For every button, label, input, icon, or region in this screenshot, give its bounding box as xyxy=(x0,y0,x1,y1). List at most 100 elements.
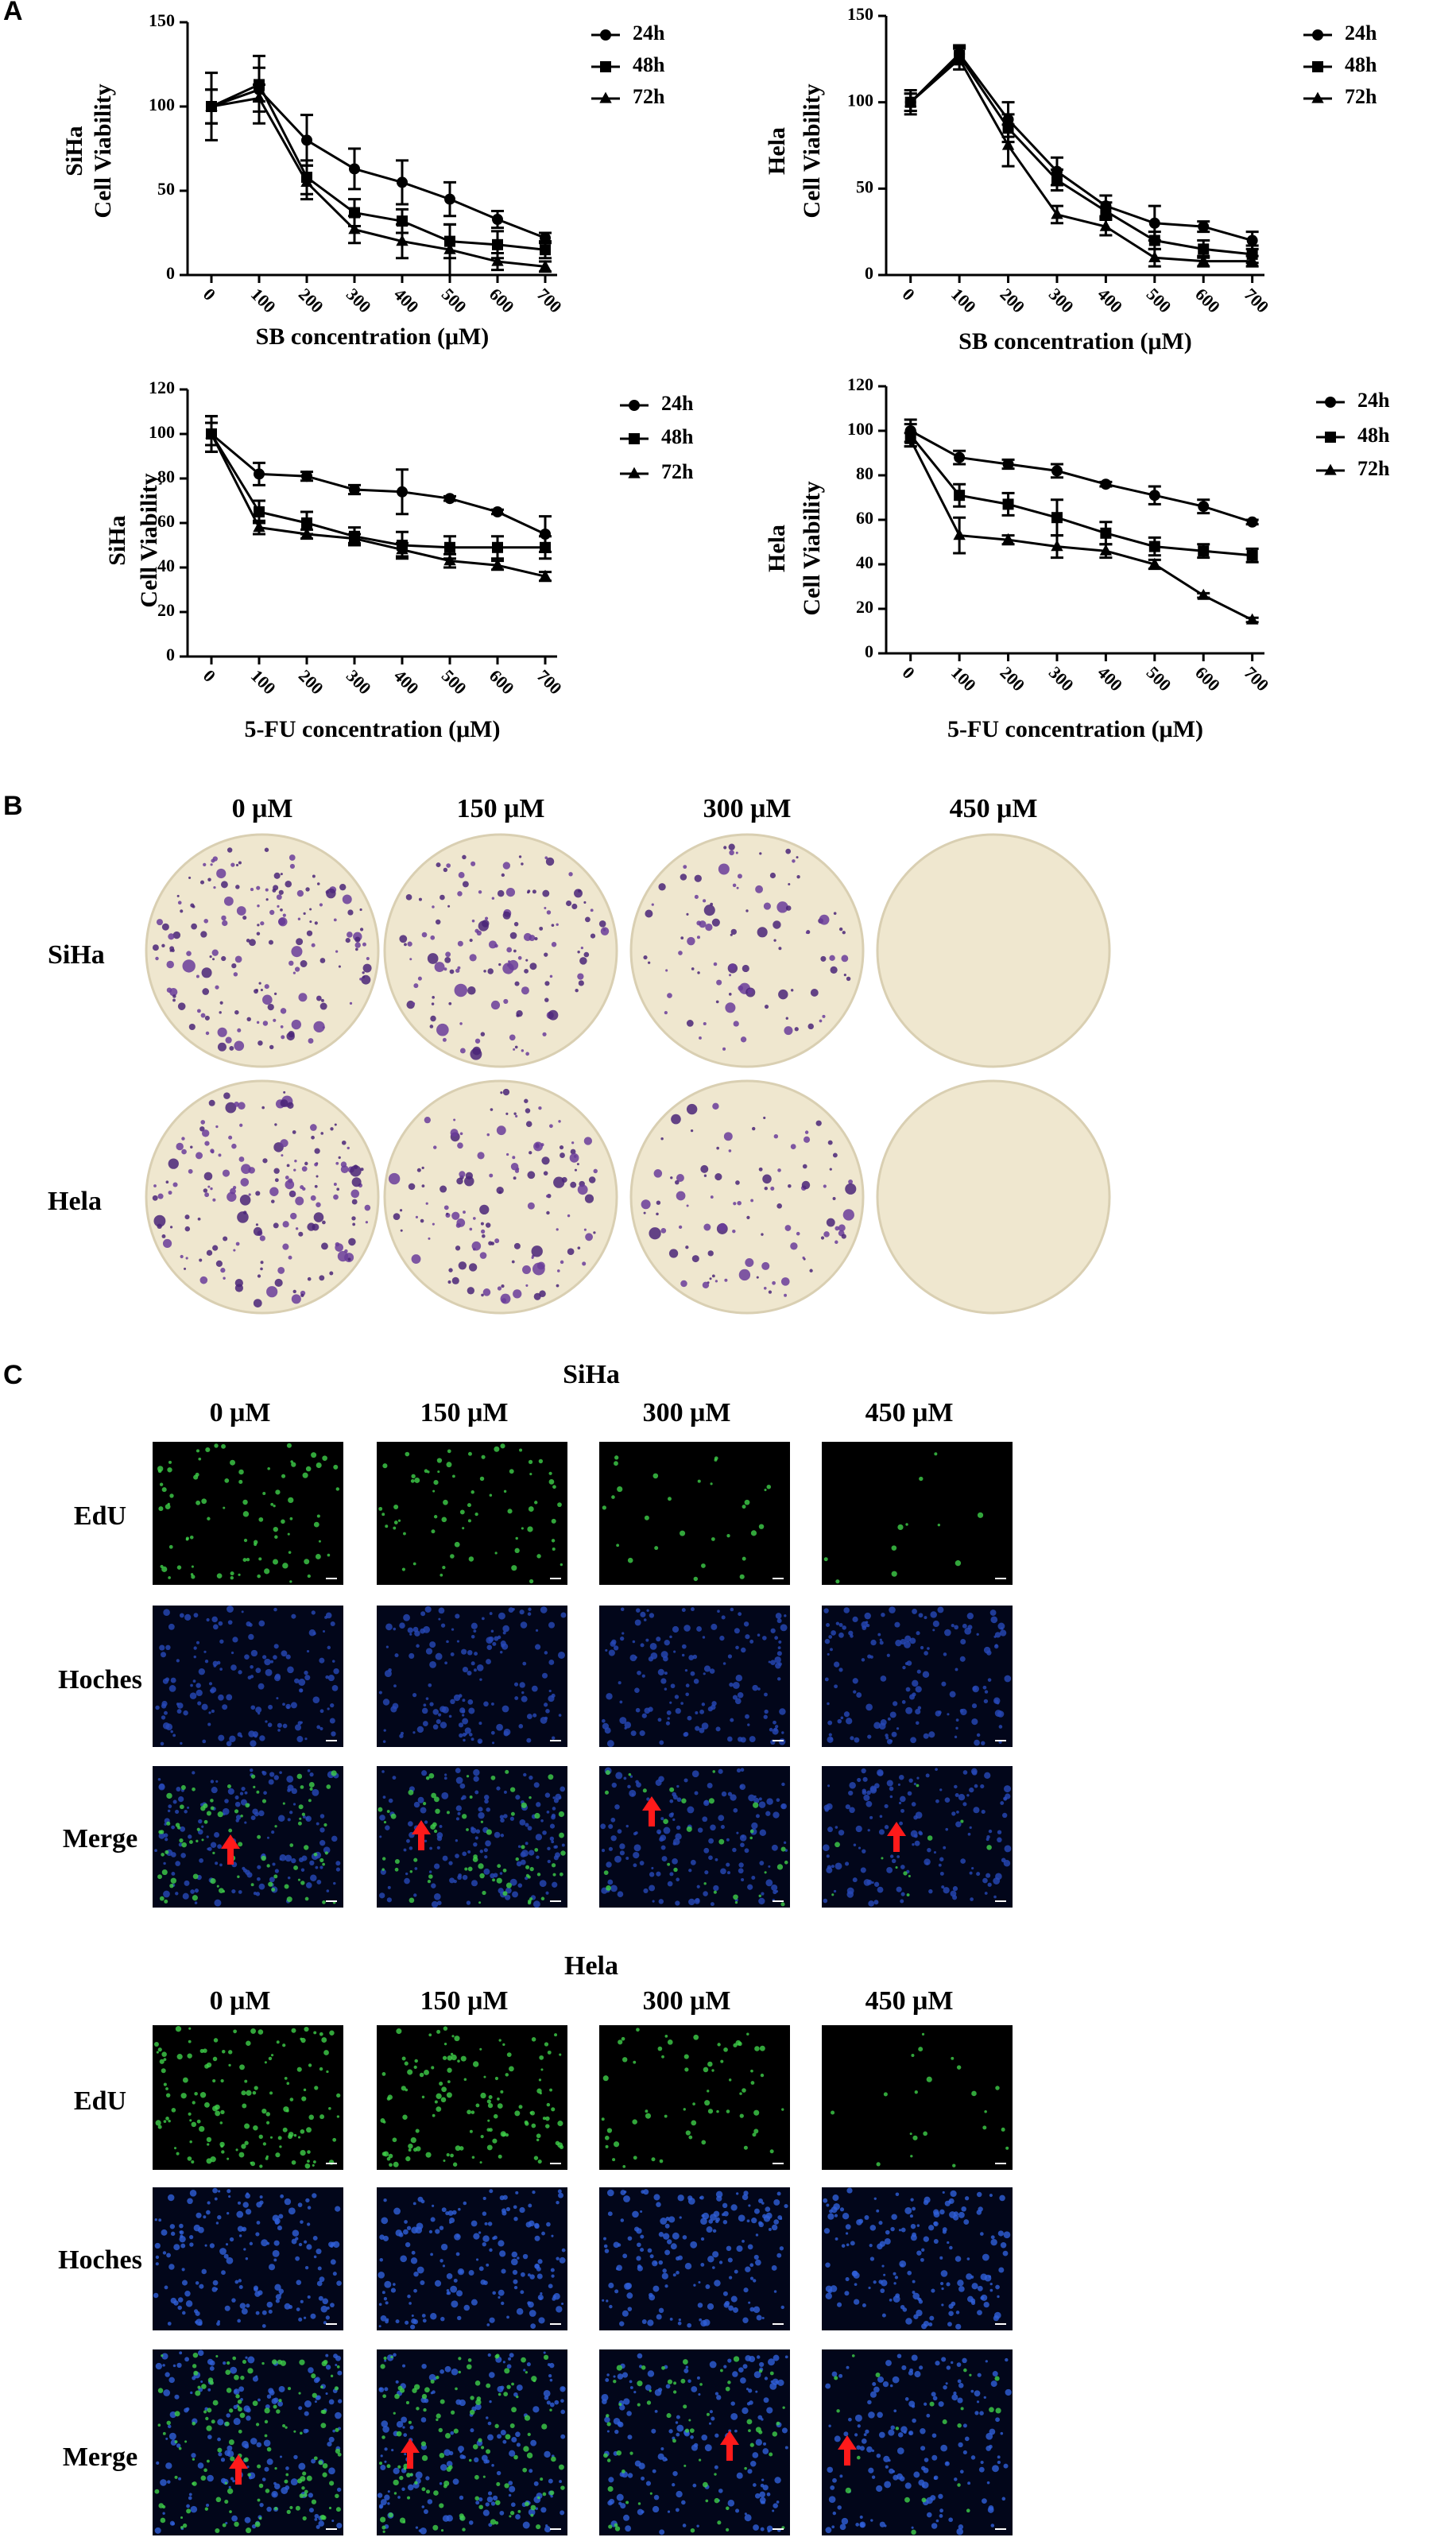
marker xyxy=(1245,613,1259,625)
colony xyxy=(722,1047,726,1051)
cell xyxy=(246,2192,250,2195)
cell xyxy=(192,1873,199,1880)
cell xyxy=(519,1610,525,1615)
cell xyxy=(942,2227,947,2233)
cell xyxy=(531,2123,536,2129)
cell xyxy=(708,1838,714,1844)
cell xyxy=(335,2427,339,2432)
colony xyxy=(773,939,776,942)
cell xyxy=(489,1493,493,1497)
cell xyxy=(776,2253,782,2258)
cell xyxy=(385,1524,389,1528)
cell xyxy=(610,1885,618,1892)
cell xyxy=(933,2209,939,2215)
cell xyxy=(449,2217,455,2224)
colony xyxy=(494,943,498,948)
cell xyxy=(944,2200,951,2206)
cell xyxy=(246,2415,251,2421)
cell xyxy=(742,1505,746,1509)
cell xyxy=(882,2380,889,2388)
cell xyxy=(304,1896,309,1901)
colony xyxy=(239,1123,243,1127)
cell xyxy=(189,2242,194,2247)
cell xyxy=(744,2512,747,2516)
cell xyxy=(238,2234,242,2237)
cell xyxy=(408,2420,412,2424)
cell xyxy=(435,1652,443,1660)
cell xyxy=(960,1638,966,1644)
colony xyxy=(302,1187,306,1191)
cell xyxy=(713,1890,717,1894)
colony xyxy=(291,1019,302,1030)
colony xyxy=(211,949,219,956)
cell xyxy=(554,1845,558,1849)
marker xyxy=(1148,250,1161,262)
cell xyxy=(470,2220,478,2227)
cell xyxy=(751,1822,758,1830)
cell xyxy=(687,2322,692,2328)
cell xyxy=(381,2217,389,2225)
colony xyxy=(269,1187,279,1196)
colony xyxy=(207,1185,211,1188)
colony xyxy=(558,1120,561,1123)
colony xyxy=(417,976,422,981)
cell xyxy=(986,2481,990,2485)
cell xyxy=(478,1811,485,1819)
cell xyxy=(192,2421,196,2426)
colony xyxy=(443,1205,449,1211)
cell xyxy=(456,2290,463,2297)
cell xyxy=(224,2421,230,2427)
cell xyxy=(197,2349,204,2357)
cell xyxy=(293,2454,298,2460)
cell xyxy=(226,2413,230,2418)
cell xyxy=(676,1877,680,1882)
cell xyxy=(745,2388,749,2391)
cell xyxy=(663,1826,671,1834)
y-tick-label: 100 xyxy=(149,95,175,114)
colony xyxy=(188,1168,193,1174)
colony xyxy=(513,1289,522,1299)
colony xyxy=(750,1199,754,1203)
cell xyxy=(634,2460,641,2467)
cell xyxy=(230,1664,237,1671)
colony xyxy=(447,905,451,908)
cell xyxy=(969,1787,974,1793)
cell xyxy=(446,1640,449,1644)
cell xyxy=(300,1868,305,1872)
x-tick-label: 100 xyxy=(247,284,280,316)
colony xyxy=(699,1036,702,1040)
cell xyxy=(739,1574,745,1579)
cell xyxy=(827,2466,834,2473)
cell xyxy=(436,2029,441,2034)
colony xyxy=(559,1145,564,1150)
cell xyxy=(1005,2388,1012,2396)
cell xyxy=(536,1873,541,1877)
cell xyxy=(765,2206,771,2212)
cell xyxy=(756,2355,761,2359)
cell xyxy=(296,2067,302,2072)
cell xyxy=(189,1536,194,1540)
cell xyxy=(738,2214,745,2222)
cell xyxy=(682,2359,688,2365)
cell xyxy=(245,2257,249,2260)
colony xyxy=(784,1225,792,1231)
cell xyxy=(776,2500,780,2504)
cell xyxy=(893,2409,897,2413)
cell xyxy=(661,2365,665,2370)
cell xyxy=(885,2465,889,2469)
colony xyxy=(340,1165,349,1174)
cell xyxy=(997,1837,1002,1843)
cell xyxy=(381,1770,385,1773)
cell xyxy=(491,2464,494,2467)
cell xyxy=(242,2359,246,2365)
cell xyxy=(490,2501,496,2506)
cell xyxy=(475,1829,481,1834)
cell xyxy=(237,2407,242,2412)
cell xyxy=(997,2460,1001,2465)
colony xyxy=(756,1276,759,1279)
cell xyxy=(692,2102,695,2105)
cell xyxy=(238,1890,242,1894)
cell xyxy=(699,1727,705,1733)
colony xyxy=(579,957,587,965)
colony xyxy=(459,1022,463,1025)
